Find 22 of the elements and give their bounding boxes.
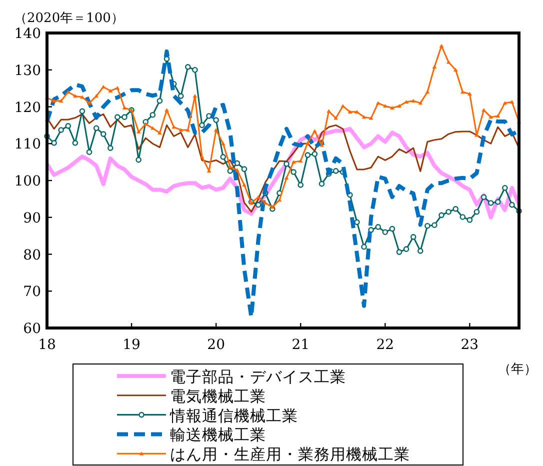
x-tick-label: 22 [376,337,394,353]
y-tick-label: 100 [14,174,41,190]
legend-label: はん用・生産用・業務用機械工業 [170,446,410,464]
y-tick-label: 140 [14,26,41,42]
y-tick-label: 80 [23,247,41,264]
x-tick-label: 21 [292,337,310,353]
legend-label: 輸送機械工業 [170,426,266,444]
x-tick-label: 23 [460,337,479,353]
legend-label: 電気機械工業 [170,387,266,406]
x-tick-label: 18 [38,337,56,353]
y-tick-label: 90 [23,210,41,226]
y-tick-label: 120 [14,100,41,116]
y-axis-title: （2020年＝100） [14,11,124,26]
x-tick-label: 19 [122,337,140,353]
x-tick-label: 20 [207,337,225,353]
y-tick-label: 110 [14,136,41,153]
y-tick-label: 60 [23,321,41,337]
x-axis-title: （年） [498,362,537,377]
legend-label: 情報通信機械工業 [169,406,298,425]
y-tick-label: 130 [14,62,41,79]
legend-label: 電子部品・デバイス工業 [170,368,346,386]
y-tick-label: 70 [23,284,41,300]
